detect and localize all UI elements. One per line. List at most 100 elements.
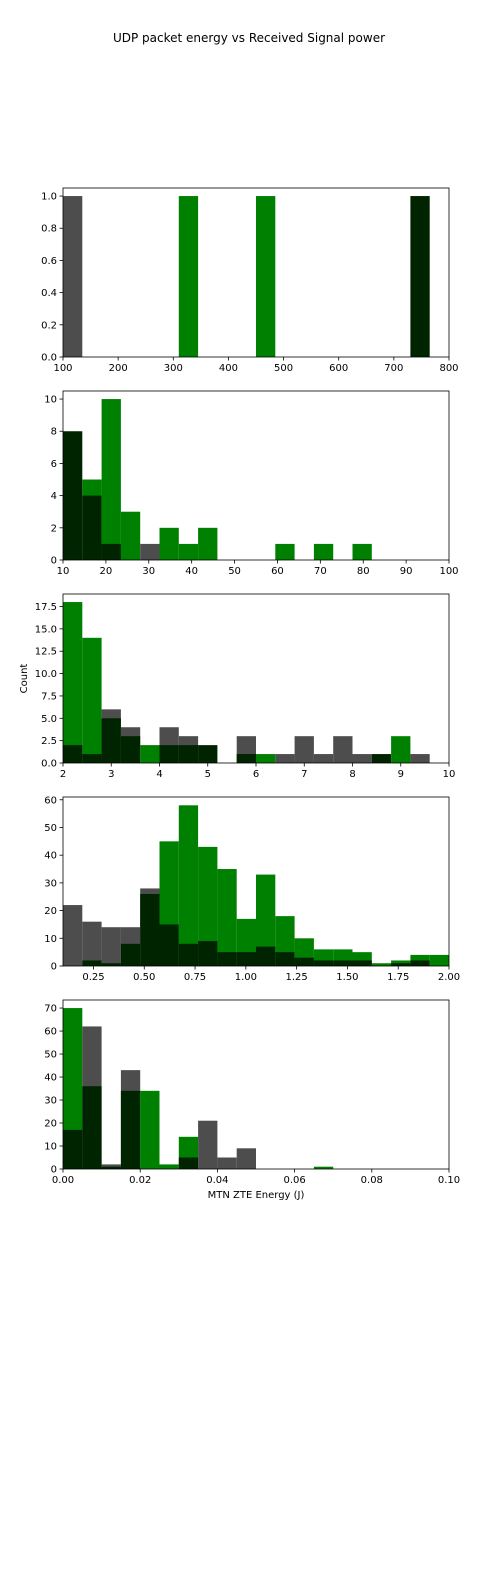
histogram-panel: 100 200 300 400 500 600 700 800 0.0 0.2 0.4 0.6 0.8 1…	[41, 187, 459, 374]
x-tick-label: 2	[60, 769, 66, 780]
x-tick-label: 0.08	[361, 1175, 383, 1186]
x-tick-label: 30	[142, 566, 155, 577]
y-tick-label: 10.0	[35, 669, 57, 680]
histogram-bar	[82, 960, 102, 966]
y-tick-label: 10	[44, 1142, 57, 1153]
x-tick-label: 10	[443, 769, 456, 780]
histogram-bar	[236, 1148, 256, 1169]
histogram-bar	[275, 543, 295, 560]
y-tick-label: 4	[51, 491, 57, 502]
histogram-bar	[159, 924, 179, 966]
histogram-panels: 100 200 300 400 500 600 700 8000.00.20.40.60.81…	[19, 187, 460, 1201]
histogram-bar	[63, 431, 83, 560]
histogram-bar	[352, 543, 372, 560]
histogram-bar	[140, 543, 160, 560]
histogram-bar	[63, 1129, 83, 1169]
histogram-bar	[63, 905, 83, 966]
x-tick-label: 2.00	[438, 972, 460, 983]
x-tick-label: 0.50	[133, 972, 155, 983]
histogram-bar	[101, 543, 121, 560]
histogram-bar	[236, 754, 256, 763]
y-tick-label: 5.0	[41, 714, 57, 725]
histogram-bar	[159, 745, 179, 763]
y-tick-label: 10	[44, 934, 57, 945]
y-tick-label: 0.4	[41, 288, 57, 299]
histogram-bar	[178, 943, 199, 966]
histogram-bar	[217, 1157, 237, 1169]
y-tick-label: 0	[51, 556, 57, 567]
x-tick-label: 1.75	[387, 972, 409, 983]
figure-title: UDP packet energy vs Received Signal pow…	[113, 31, 385, 45]
x-axis-label: MTN ZTE Energy (J)	[208, 1190, 305, 1201]
x-tick-label: 80	[357, 566, 370, 577]
histogram-panel: 0.25 0.50 0.75 1.00 1.25 1.50 1.75 2.00 0 10 20 30 4…	[44, 795, 460, 983]
x-tick-label: 1.50	[336, 972, 358, 983]
histogram-bar	[371, 754, 392, 763]
histogram-bar	[140, 893, 160, 966]
axes-frame	[62, 999, 450, 1170]
histogram-bar	[313, 754, 334, 763]
histogram-panel: 10 20 30 40 50 60 70 80 90 100 0 2 4 6 8 10	[44, 390, 459, 577]
histogram-bar	[410, 754, 430, 763]
histogram-bar	[313, 543, 334, 560]
x-tick-label: 1.00	[235, 972, 257, 983]
y-tick-label: 0.8	[41, 224, 57, 235]
histogram-bar	[63, 745, 83, 763]
axes-frame	[62, 390, 450, 561]
histogram-bar	[256, 196, 276, 357]
x-tick-label: 0.75	[184, 972, 206, 983]
y-tick-label: 17.5	[35, 602, 57, 613]
x-tick-label: 300	[164, 363, 183, 374]
histogram-bar	[101, 963, 121, 966]
x-tick-label: 90	[400, 566, 413, 577]
x-tick-label: 60	[271, 566, 284, 577]
y-tick-label: 12.5	[35, 647, 57, 658]
x-tick-label: 20	[100, 566, 113, 577]
histogram-bar	[371, 963, 392, 966]
histogram-bar	[294, 957, 314, 966]
histogram-bar	[313, 1166, 334, 1169]
y-tick-label: 70	[44, 1004, 57, 1015]
x-tick-label: 0.04	[206, 1175, 228, 1186]
histogram-bar	[101, 1166, 121, 1169]
y-tick-label: 50	[44, 1050, 57, 1061]
y-tick-label: 0	[51, 1165, 57, 1176]
histogram-bar	[198, 1120, 218, 1169]
histogram-bar	[120, 1090, 141, 1169]
x-tick-label: 7	[301, 769, 307, 780]
y-tick-label: 6	[51, 459, 57, 470]
histogram-bar	[101, 718, 121, 763]
y-tick-label: 0.6	[41, 256, 57, 267]
histogram-bar	[63, 196, 83, 357]
x-tick-label: 5	[205, 769, 211, 780]
histogram-bar	[198, 846, 218, 966]
y-tick-label: 20	[44, 1119, 57, 1130]
histogram-bar	[217, 869, 237, 966]
x-tick-label: 700	[384, 363, 403, 374]
histogram-bar	[63, 1008, 83, 1169]
histogram-bar	[410, 954, 430, 966]
histogram-bar	[159, 1164, 179, 1169]
histogram-bar	[178, 196, 199, 357]
x-tick-label: 70	[314, 566, 327, 577]
histogram-bar	[178, 1157, 199, 1169]
x-tick-label: 10	[57, 566, 70, 577]
x-tick-label: 8	[349, 769, 355, 780]
y-tick-label: 40	[44, 851, 57, 862]
x-tick-label: 100	[53, 363, 72, 374]
x-tick-label: 9	[398, 769, 404, 780]
x-tick-label: 400	[219, 363, 238, 374]
histogram-bar	[410, 960, 430, 966]
histogram-bar	[140, 1090, 160, 1169]
histogram-bar	[410, 196, 430, 357]
y-tick-label: 30	[44, 1096, 57, 1107]
x-tick-label: 100	[439, 566, 458, 577]
histogram-bar	[178, 543, 199, 560]
y-tick-label: 15.0	[35, 624, 57, 635]
histogram-bar	[198, 941, 218, 966]
x-tick-label: 3	[108, 769, 114, 780]
histogram-bar	[294, 736, 314, 763]
histogram-bar	[333, 736, 353, 763]
x-tick-label: 4	[156, 769, 162, 780]
